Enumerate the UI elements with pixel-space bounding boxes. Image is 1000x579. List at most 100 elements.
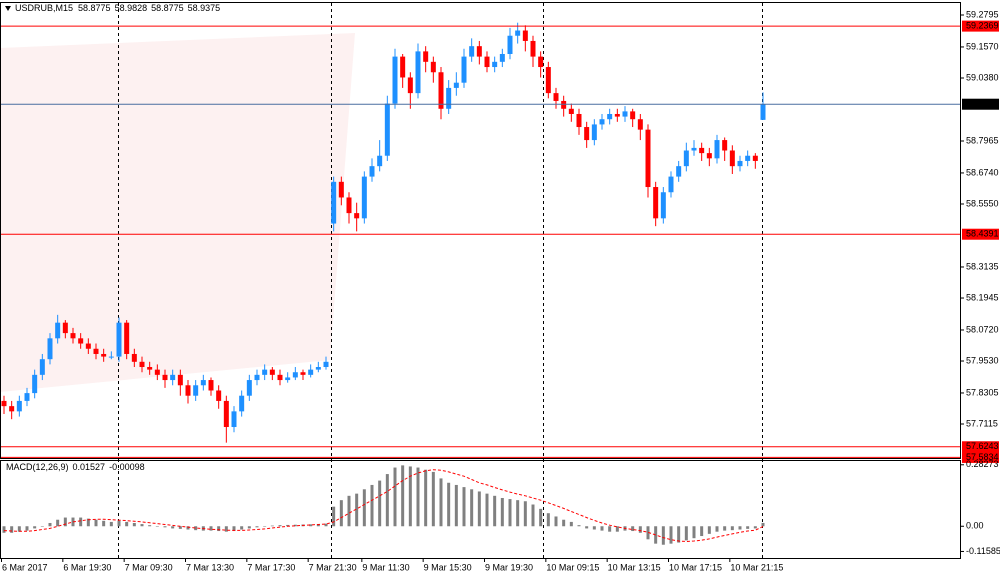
candle-body	[369, 166, 375, 177]
candle-body	[538, 56, 544, 68]
macd-bar	[171, 526, 175, 529]
candle-body	[9, 406, 15, 412]
y-tick-label: 58.7965	[966, 135, 999, 145]
macd-bar	[646, 526, 650, 540]
macd-bar	[753, 526, 757, 529]
macd-bar	[669, 526, 673, 544]
macd-bar	[370, 484, 374, 527]
macd-bar	[278, 525, 282, 527]
ohlc-high: 58.9828	[115, 3, 148, 13]
level-label-box	[962, 20, 999, 32]
macd-bar	[585, 526, 589, 529]
candle-body	[660, 192, 666, 219]
macd-bar	[661, 526, 665, 545]
x-tick-label: 7 Mar 17:30	[247, 562, 295, 572]
candle-body	[147, 367, 153, 370]
macd-bar	[439, 478, 443, 527]
candle-body	[653, 187, 659, 219]
candle-body	[499, 53, 505, 62]
level-label: 58.4391	[966, 229, 999, 239]
candle-body	[469, 46, 475, 57]
ohlc-close: 58.9375	[188, 3, 221, 13]
macd-bar	[577, 525, 581, 527]
macd-bar	[25, 526, 29, 531]
candle-body	[331, 181, 337, 224]
macd-bar	[454, 484, 458, 527]
macd-bar	[247, 526, 251, 529]
macd-bar	[347, 495, 351, 527]
x-tick-label: 10 Mar 13:15	[608, 562, 661, 572]
candle-body	[116, 322, 122, 357]
x-tick-label: 10 Mar 09:15	[546, 562, 599, 572]
candle-body	[676, 166, 682, 177]
macd-bar	[477, 491, 481, 527]
candle-body	[691, 147, 697, 151]
macd-bar	[286, 524, 290, 527]
macd-bar	[393, 467, 397, 527]
macd-bar	[408, 466, 412, 527]
macd-bar	[232, 526, 236, 532]
x-tick-label: 6 Mar 2017	[2, 562, 48, 572]
candle-body	[737, 160, 743, 167]
candle-body	[108, 356, 114, 358]
macd-bar	[194, 526, 198, 531]
candle-body	[139, 361, 145, 368]
candle-body	[85, 343, 91, 349]
macd-bar	[700, 526, 704, 537]
macd-bar	[94, 519, 98, 527]
macd-bar	[186, 526, 190, 530]
macd-bar	[33, 526, 37, 529]
candle-body	[124, 322, 130, 354]
candle-body	[269, 369, 275, 375]
menu-triangle[interactable]	[5, 6, 11, 11]
x-tick-label: 6 Mar 19:30	[63, 562, 111, 572]
macd-bar	[240, 526, 244, 530]
level-label: 59.2369	[966, 20, 999, 30]
macd-bar	[447, 482, 451, 527]
macd-bar	[163, 526, 167, 528]
candle-body	[484, 56, 490, 68]
candle-body	[262, 369, 268, 375]
candle-body	[522, 30, 528, 41]
signal-value: -0.00098	[109, 462, 145, 472]
candle-body	[384, 103, 390, 156]
macd-bar	[324, 523, 328, 527]
candle-body	[308, 369, 314, 375]
candle-body	[530, 40, 536, 57]
candle-body	[16, 400, 22, 412]
macd-bar	[746, 526, 750, 529]
candle-body	[446, 87, 452, 109]
candle-body	[154, 369, 160, 375]
level-label-box	[962, 451, 999, 463]
macd-bar	[148, 525, 152, 527]
macd-bar	[309, 524, 313, 527]
candle-body	[24, 393, 30, 401]
y-tick-label: 59.1570	[966, 41, 999, 51]
level-label: 57.5834	[966, 452, 999, 462]
candle-body	[354, 213, 360, 219]
macd-bar	[493, 495, 497, 527]
x-tick-label: 10 Mar 17:15	[669, 562, 722, 572]
candle-body	[47, 338, 53, 360]
candle-body	[699, 147, 705, 154]
macd-bar	[416, 467, 420, 527]
macd-bar	[738, 526, 742, 530]
candle-body	[453, 82, 459, 88]
y-tick-label: 58.5550	[966, 198, 999, 208]
candle-body	[553, 93, 559, 101]
candle-body	[361, 176, 367, 219]
macd-bar	[263, 526, 267, 527]
macd-bar	[692, 526, 696, 539]
candle-body	[200, 380, 206, 386]
x-tick-label: 7 Mar 09:30	[125, 562, 173, 572]
macd-bar	[401, 465, 405, 527]
candle-body	[131, 353, 137, 362]
y-tick-label: 58.6740	[966, 167, 999, 177]
macd-bar	[56, 519, 60, 527]
macd-bar	[730, 526, 734, 531]
candle-body	[193, 385, 199, 396]
candle-body	[70, 333, 76, 339]
signal-line	[3, 469, 764, 543]
macd-bar	[424, 469, 428, 527]
